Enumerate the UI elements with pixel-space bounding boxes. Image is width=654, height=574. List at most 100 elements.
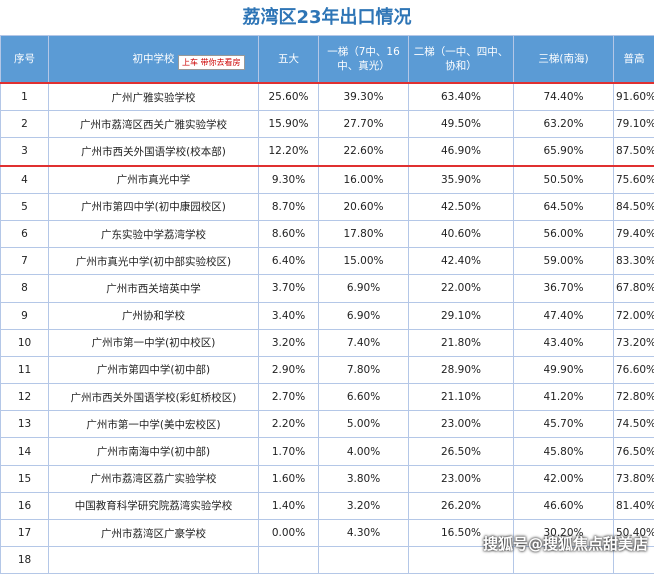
table-cell: 0.00% (259, 520, 319, 547)
table-cell: 45.70% (514, 411, 614, 438)
table-cell: 3 (1, 138, 49, 166)
table-cell: 21.10% (409, 384, 514, 411)
table-cell: 91.60% (614, 83, 654, 111)
table-cell: 8 (1, 275, 49, 302)
title: 荔湾区23年出口情况 (0, 0, 654, 35)
table-cell: 74.40% (514, 83, 614, 111)
table-cell: 广州市第一中学(美中宏校区) (49, 411, 259, 438)
table-cell: 15.00% (319, 248, 409, 275)
table-cell: 23.00% (409, 465, 514, 492)
table-cell: 广州市荔湾区荔广实验学校 (49, 465, 259, 492)
table-cell: 65.90% (514, 138, 614, 166)
table-cell: 8.70% (259, 193, 319, 220)
table-cell: 49.90% (514, 356, 614, 383)
table-cell: 79.40% (614, 220, 654, 247)
table-cell: 18 (1, 547, 49, 574)
table-cell: 72.80% (614, 384, 654, 411)
table-cell: 广东实验中学荔湾学校 (49, 220, 259, 247)
table-cell: 3.80% (319, 465, 409, 492)
table: 序号初中学校五大一梯（7中、16中、真光）二梯（一中、四中、协和）三梯(南海)普… (0, 35, 654, 574)
table-cell: 76.50% (614, 438, 654, 465)
column-header: 二梯（一中、四中、协和） (409, 36, 514, 84)
table-cell: 12 (1, 384, 49, 411)
table-cell: 7 (1, 248, 49, 275)
table-cell: 73.80% (614, 465, 654, 492)
table-cell: 广州市真光中学 (49, 166, 259, 194)
table-cell: 26.50% (409, 438, 514, 465)
table-cell: 2 (1, 111, 49, 138)
table-cell: 9.30% (259, 166, 319, 194)
table-cell: 广州市西关外国语学校(彩虹桥校区) (49, 384, 259, 411)
table-cell: 56.00% (514, 220, 614, 247)
table-cell (259, 547, 319, 574)
page: {"header":{"title":"荔湾区23年出口情况","sticker… (0, 0, 654, 562)
table-cell: 15.90% (259, 111, 319, 138)
sticker: 上车 带你去看房 (178, 55, 245, 70)
table-cell: 42.40% (409, 248, 514, 275)
table-cell: 3.20% (319, 492, 409, 519)
table-cell: 13 (1, 411, 49, 438)
table-cell: 21.80% (409, 329, 514, 356)
table-cell: 15 (1, 465, 49, 492)
table-cell: 20.60% (319, 193, 409, 220)
table-cell: 23.00% (409, 411, 514, 438)
table-cell: 3.20% (259, 329, 319, 356)
table-cell: 40.60% (409, 220, 514, 247)
table-cell: 4.30% (319, 520, 409, 547)
table-cell: 84.50% (614, 193, 654, 220)
table-cell: 47.40% (514, 302, 614, 329)
table-cell: 广州市第一中学(初中校区) (49, 329, 259, 356)
table-cell: 10 (1, 329, 49, 356)
table-cell: 42.00% (514, 465, 614, 492)
table-cell: 22.00% (409, 275, 514, 302)
table-cell: 广州市第四中学(初中康园校区) (49, 193, 259, 220)
table-cell: 5 (1, 193, 49, 220)
table-cell: 28.90% (409, 356, 514, 383)
table-cell: 25.60% (259, 83, 319, 111)
table-cell: 17.80% (319, 220, 409, 247)
table-cell: 广州市荔湾区西关广雅实验学校 (49, 111, 259, 138)
table-cell: 75.60% (614, 166, 654, 194)
table-cell: 50.50% (514, 166, 614, 194)
table-cell: 2.90% (259, 356, 319, 383)
table-cell: 8.60% (259, 220, 319, 247)
table-cell: 73.20% (614, 329, 654, 356)
table-cell: 63.20% (514, 111, 614, 138)
table-cell: 46.90% (409, 138, 514, 166)
table-cell: 39.30% (319, 83, 409, 111)
table-cell: 83.30% (614, 248, 654, 275)
table-cell: 42.50% (409, 193, 514, 220)
table-cell: 6.40% (259, 248, 319, 275)
table-cell: 46.60% (514, 492, 614, 519)
table-cell: 12.20% (259, 138, 319, 166)
table-cell (49, 547, 259, 574)
table-cell: 9 (1, 302, 49, 329)
table-cell: 6.90% (319, 275, 409, 302)
table-cell: 1.70% (259, 438, 319, 465)
table-cell: 1.60% (259, 465, 319, 492)
table-cell: 广州市西关培英中学 (49, 275, 259, 302)
table-cell: 7.40% (319, 329, 409, 356)
table-cell: 4.00% (319, 438, 409, 465)
table-cell: 2.70% (259, 384, 319, 411)
table-cell: 11 (1, 356, 49, 383)
table-cell: 广州市第四中学(初中部) (49, 356, 259, 383)
table-cell: 中国教育科学研究院荔湾实验学校 (49, 492, 259, 519)
table-cell: 74.50% (614, 411, 654, 438)
table-cell: 27.70% (319, 111, 409, 138)
table-cell: 79.10% (614, 111, 654, 138)
table-cell: 81.40% (614, 492, 654, 519)
table-cell: 16 (1, 492, 49, 519)
column-header: 序号 (1, 36, 49, 84)
table-cell: 26.20% (409, 492, 514, 519)
